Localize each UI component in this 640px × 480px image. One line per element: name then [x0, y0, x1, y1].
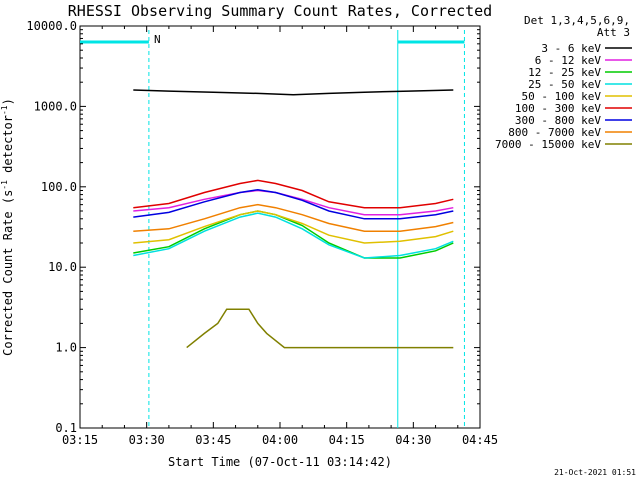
series-line-9 [186, 308, 454, 349]
y-tick-label: 0.1 [55, 421, 77, 435]
legend-label-8: 800 - 7000 keV [508, 126, 601, 139]
y-tick-label: 1000.0 [34, 99, 77, 113]
x-tick-label: 03:30 [129, 433, 165, 447]
legend-label-7: 300 - 800 keV [515, 114, 601, 127]
series-line-6 [133, 179, 454, 209]
series-line-3 [133, 210, 454, 259]
series-layer [133, 89, 454, 349]
footer-timestamp: 21-Oct-2021 01:51 [554, 468, 636, 477]
x-tick-label: 04:15 [329, 433, 365, 447]
series-line-1 [133, 89, 454, 96]
legend-label-4: 25 - 50 keV [528, 78, 601, 91]
x-axis: 03:15 03:30 03:45 04:00 04:15 04:30 04:45 [62, 26, 498, 447]
legend-label-3: 12 - 25 keV [528, 66, 601, 79]
legend-label-2: 6 - 12 keV [535, 54, 602, 67]
legend-header-line-2: Att 3 [597, 26, 630, 39]
legend-label-9: 7000 - 15000 keV [495, 138, 601, 151]
legend-label-6: 100 - 300 keV [515, 102, 601, 115]
x-axis-label: Start Time (07-Oct-11 03:14:42) [168, 455, 392, 469]
plot-area: N 03:15 03:30 03:45 04:00 04:15 04:30 04:45 0.… [26, 19, 498, 447]
ylabel-part-2: detector [1, 115, 15, 180]
series-line-8 [133, 203, 454, 232]
x-tick-label: 04:30 [395, 433, 431, 447]
ylabel-part-3: ) [1, 98, 15, 105]
flag-n-label: N [154, 33, 161, 46]
y-tick-label: 100.0 [41, 180, 77, 194]
ylabel-part-1: Corrected Count Rate (s [1, 190, 15, 356]
y-tick-label: 10000.0 [26, 19, 77, 33]
y-tick-label: 10.0 [48, 260, 77, 274]
legend-header-line-1: Det 1,3,4,5,6,9, [524, 14, 630, 27]
y-tick-label: 1.0 [55, 341, 77, 355]
chart-title: RHESSI Observing Summary Count Rates, Co… [68, 2, 492, 20]
ylabel-sup-2: -1 [0, 105, 9, 115]
legend-label-1: 3 - 6 keV [541, 42, 601, 55]
x-tick-label: 04:00 [262, 433, 298, 447]
legend-label-5: 50 - 100 keV [522, 90, 602, 103]
y-axis: 0.1 1.0 10.0 100.0 1000.0 10000.0 [26, 19, 480, 435]
series-line-4 [133, 212, 454, 259]
x-tick-label: 04:45 [462, 433, 498, 447]
x-tick-label: 03:45 [195, 433, 231, 447]
series-line-5 [133, 210, 454, 244]
y-axis-label: Corrected Count Rate (s-1 detector-1) [0, 98, 15, 356]
x-tick-label: 03:15 [62, 433, 98, 447]
series-line-7 [133, 188, 454, 220]
night-flags [80, 30, 465, 428]
ylabel-sup-1: -1 [0, 180, 9, 190]
